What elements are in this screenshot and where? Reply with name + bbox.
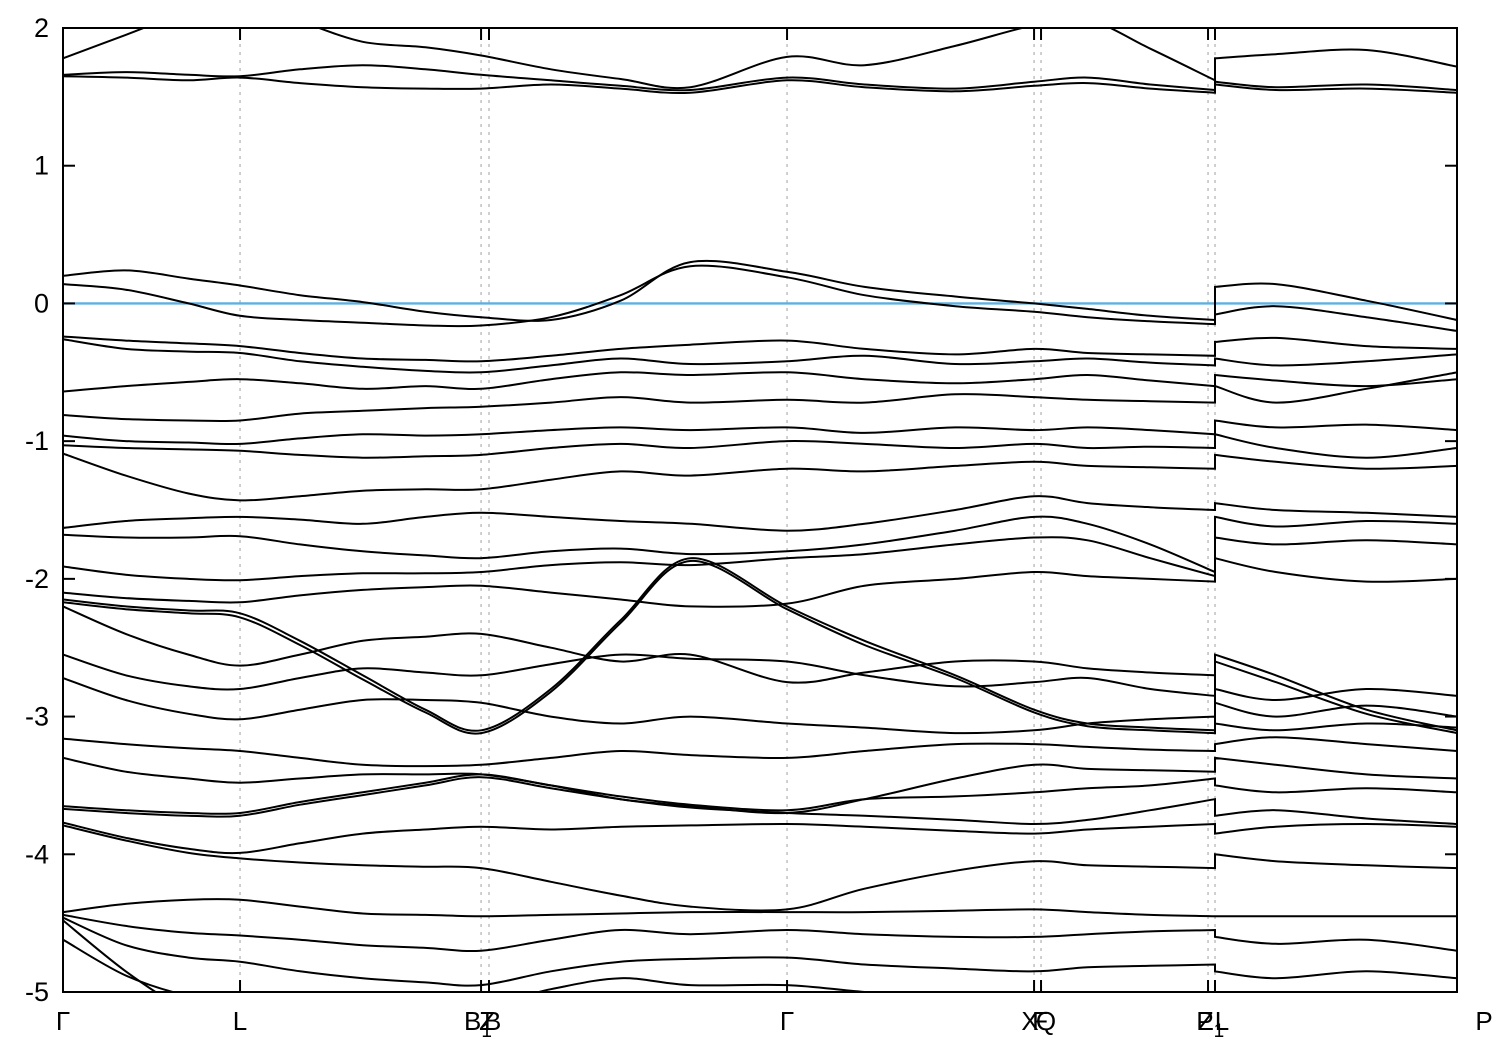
y-tick-label: 0 bbox=[34, 288, 49, 318]
x-tick-label: L bbox=[233, 1006, 247, 1036]
y-tick-label: 2 bbox=[34, 13, 49, 43]
x-tick-label: P bbox=[1475, 1006, 1492, 1036]
kpoint-gridlines bbox=[239, 28, 1216, 992]
band-26 bbox=[63, 821, 1457, 855]
y-tick-label: -3 bbox=[25, 702, 49, 732]
band-27 bbox=[63, 824, 1457, 912]
x-tick-label: F bbox=[1032, 1006, 1048, 1036]
band-02 bbox=[63, 64, 1457, 92]
band-curves bbox=[63, 28, 1457, 992]
x-tick-label: B bbox=[484, 1006, 501, 1036]
axis-ticks bbox=[63, 27, 1457, 993]
band-28 bbox=[63, 898, 1457, 918]
band-11 bbox=[63, 432, 1457, 459]
band-10 bbox=[63, 419, 1457, 446]
y-tick-label: -1 bbox=[25, 426, 49, 456]
band-01 bbox=[63, 28, 1457, 89]
x-tick-label: L bbox=[1215, 1006, 1229, 1036]
x-tick-label: Z bbox=[479, 1006, 495, 1036]
band-16 bbox=[63, 556, 1457, 608]
band-04 bbox=[63, 259, 1457, 322]
band-31 bbox=[63, 938, 1216, 992]
band-12 bbox=[63, 452, 1457, 502]
band-08 bbox=[63, 371, 1457, 393]
band-19 bbox=[63, 605, 1457, 702]
band-22 bbox=[63, 736, 1457, 768]
band-25 bbox=[63, 776, 1457, 826]
band-20 bbox=[63, 653, 1457, 718]
x-tick-label: P bbox=[1196, 1006, 1213, 1036]
band-07 bbox=[63, 338, 1457, 374]
band-14 bbox=[63, 515, 1457, 574]
band-06 bbox=[63, 335, 1457, 363]
x-tick-label: X bbox=[1021, 1006, 1038, 1036]
x-tick-label: Q bbox=[1036, 1006, 1056, 1036]
x-tick-label: Γ bbox=[56, 1006, 70, 1036]
band-18 bbox=[63, 559, 1457, 735]
x-tick-label: Γ bbox=[780, 1006, 794, 1036]
band-09 bbox=[63, 371, 1457, 423]
band-24 bbox=[63, 773, 1457, 815]
y-axis-labels: 2 1 0 -1 -2 -3 -4 -5 bbox=[25, 13, 49, 1007]
y-tick-label: -5 bbox=[25, 977, 49, 1007]
band-03 bbox=[63, 75, 1457, 94]
band-05 bbox=[63, 264, 1457, 332]
y-tick-label: -4 bbox=[25, 839, 49, 869]
band-21 bbox=[63, 677, 1457, 735]
band-17 bbox=[63, 557, 1457, 732]
band-13 bbox=[63, 495, 1457, 532]
y-tick-label: -2 bbox=[25, 564, 49, 594]
band-29 bbox=[63, 913, 1457, 953]
band-23 bbox=[63, 756, 1457, 815]
band-15 bbox=[63, 536, 1457, 582]
band-30 bbox=[63, 916, 1457, 987]
y-tick-label: 1 bbox=[34, 151, 49, 181]
plot-border bbox=[62, 27, 1458, 993]
